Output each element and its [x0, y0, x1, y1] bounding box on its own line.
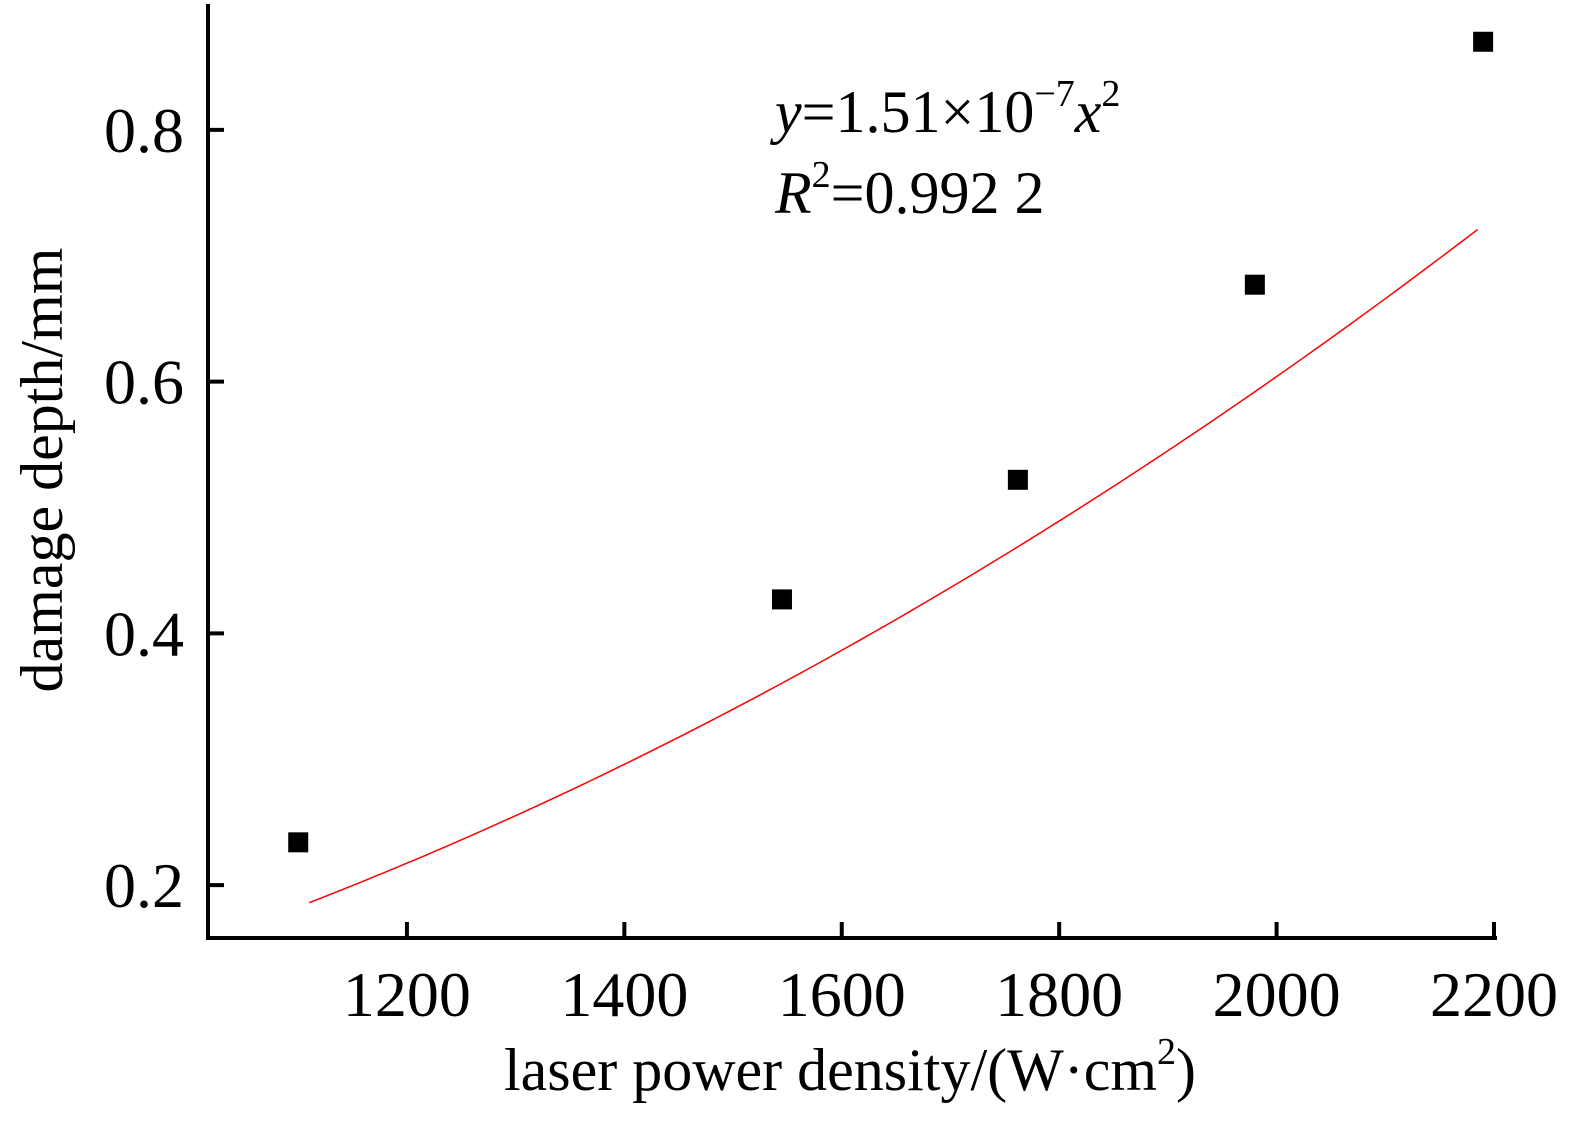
y-tick-label: 0.8: [104, 95, 184, 166]
r-squared-label: R2=0.992 2: [774, 154, 1045, 226]
x-tick-label: 1400: [560, 959, 688, 1030]
data-point: [1473, 31, 1494, 52]
x-tick-label: 2000: [1213, 959, 1341, 1030]
y-ticks: 0.2 0.4 0.6 0.8: [104, 95, 224, 921]
x-axis-title: laser power density/(W·cm2): [504, 1031, 1196, 1103]
x-tick-label: 1200: [343, 959, 471, 1030]
data-point: [771, 589, 792, 610]
y-tick-label: 0.4: [104, 598, 184, 669]
x-tick-label: 1800: [995, 959, 1123, 1030]
y-tick-label: 0.6: [104, 347, 184, 418]
data-point: [1244, 274, 1265, 295]
data-point: [288, 832, 309, 853]
x-ticks: 1200 1400 1600 1800 2000 2200: [343, 922, 1558, 1030]
y-axis-title: damage depth/mm: [9, 248, 75, 693]
data-points: [288, 31, 1494, 853]
fit-curve: [308, 228, 1479, 904]
fit-equation: y=1.51×10−7x2: [769, 73, 1120, 145]
y-tick-label: 0.2: [104, 850, 184, 921]
data-point: [1007, 469, 1028, 490]
x-tick-label: 1600: [778, 959, 906, 1030]
x-tick-label: 2200: [1430, 959, 1558, 1030]
